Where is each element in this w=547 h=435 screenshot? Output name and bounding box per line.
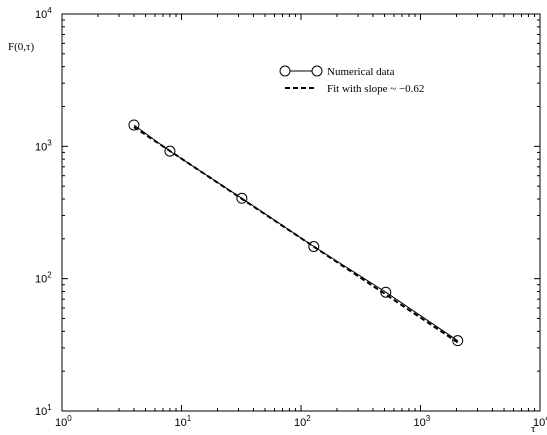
series-layer — [128, 119, 464, 347]
numerical-data-line — [133, 124, 458, 342]
data-point — [452, 335, 464, 347]
y-axis-ticks: 101 102 103 104 — [35, 6, 540, 418]
x-tick-label: 103 — [414, 414, 431, 429]
plot-frame — [61, 13, 541, 412]
legend-label-numerical: Numerical data — [327, 66, 395, 78]
x-tick-label: 101 — [175, 414, 192, 429]
data-point — [308, 241, 320, 253]
data-point — [164, 145, 176, 157]
x-tick-label: 104 — [533, 414, 547, 429]
legend-marker-left — [279, 65, 291, 77]
y-axis-label: F(0,τ) — [8, 41, 34, 53]
legend: Numerical data Fit with slope ~ −0.62 — [279, 65, 424, 95]
data-point — [128, 119, 140, 131]
x-axis-label: τ — [531, 423, 536, 435]
data-point — [380, 286, 392, 298]
x-axis-ticks: 100 101 102 103 104 — [55, 14, 547, 429]
x-tick-label: 102 — [294, 414, 311, 429]
y-tick-label: 101 — [35, 403, 52, 418]
legend-label-fit: Fit with slope ~ −0.62 — [327, 83, 424, 95]
y-tick-label: 104 — [35, 6, 52, 21]
legend-marker-right — [311, 65, 323, 77]
x-tick-label: 100 — [55, 414, 72, 429]
y-tick-label: 103 — [35, 138, 52, 153]
data-point — [236, 192, 248, 204]
y-tick-label: 102 — [35, 271, 52, 286]
